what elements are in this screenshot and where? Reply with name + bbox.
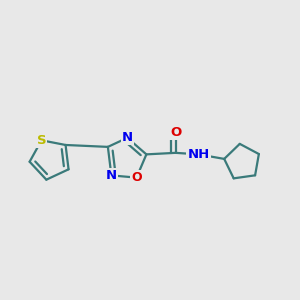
Text: NH: NH: [188, 148, 210, 161]
Text: O: O: [170, 126, 181, 140]
Text: S: S: [37, 134, 46, 147]
Text: O: O: [131, 171, 142, 184]
Text: N: N: [106, 169, 117, 182]
Text: N: N: [122, 131, 133, 144]
